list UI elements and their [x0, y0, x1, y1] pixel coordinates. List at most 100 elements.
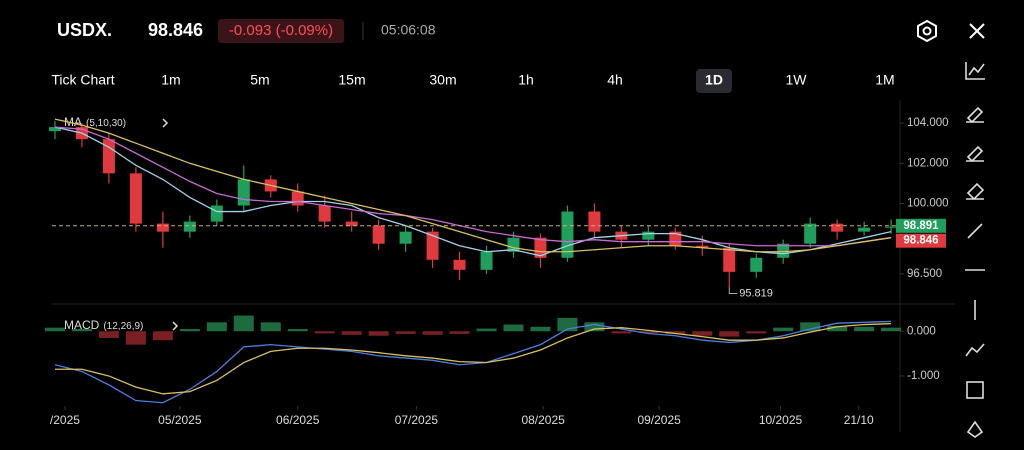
draw-tool[interactable] [966, 106, 984, 124]
close-button[interactable] [969, 23, 985, 39]
macd-bar [287, 329, 308, 332]
macd-bar [206, 322, 227, 332]
candle-body [183, 221, 196, 232]
candle-body [804, 223, 817, 244]
candle-body [831, 223, 844, 232]
timeframe-tab[interactable]: 15m [338, 72, 365, 88]
shape-tool[interactable] [966, 420, 984, 438]
chart-area: 104.000 102.000 100.000 96.500/2025 05/2025 0… [44, 100, 955, 432]
candle-body [237, 179, 250, 206]
macd-bar [71, 329, 92, 332]
macd-bar [773, 327, 794, 332]
settings-button[interactable] [917, 19, 937, 43]
candle-body [129, 173, 142, 224]
macd-bar [692, 331, 713, 336]
macd-bar [314, 331, 335, 334]
macd-bar [341, 331, 362, 335]
macd-bar [665, 331, 686, 334]
x-tick-label: 07/2025 [395, 413, 439, 427]
change: -0.093 (-0.09%) [229, 22, 333, 39]
candle-body [210, 205, 223, 222]
candle-body [291, 191, 304, 206]
pen-tool[interactable] [966, 145, 984, 163]
x-tick-label: 21/10 [844, 413, 874, 427]
macd-bar [179, 329, 200, 332]
indicator-expand[interactable] [162, 118, 169, 128]
candle-body [345, 221, 358, 226]
change-box [218, 19, 344, 43]
macd-bar [98, 331, 119, 338]
macd-bar [368, 331, 389, 336]
indicator-name: MACD [64, 318, 100, 332]
macd-bar [854, 326, 875, 332]
eraser-tool[interactable] [966, 182, 985, 201]
price-label-bg [896, 218, 946, 233]
y-tick-label: 96.500 [907, 268, 942, 280]
macd-bar [449, 331, 470, 334]
y-tick-label: 104.000 [907, 117, 949, 129]
indicator-expand[interactable] [172, 321, 179, 331]
x-tick-label: 06/2025 [276, 413, 320, 427]
macd-bar [611, 331, 632, 334]
macd-bar [125, 331, 146, 345]
candle-body [723, 247, 736, 272]
macd-bar [260, 322, 281, 332]
price: 98.846 [148, 20, 203, 40]
candle-body [750, 257, 763, 272]
candle-body [318, 205, 331, 222]
macd-bar [395, 331, 416, 334]
low-label: 95.819 [739, 287, 773, 299]
timeframe-tab[interactable]: 1h [518, 72, 534, 88]
candle-body [885, 226, 898, 228]
candle-body [372, 225, 385, 244]
timeframe-tab[interactable]: 4h [607, 72, 623, 88]
active-tab-bg [696, 69, 732, 93]
macd-bar [530, 326, 551, 332]
candle-body [777, 243, 790, 258]
timeframe-tabs: Tick Chart 1m 5m 15m 30m 1h 4h 1D 1W 1M [51, 69, 895, 93]
x-tick-label: 09/2025 [637, 413, 681, 427]
y-tick-label: 102.000 [907, 157, 949, 169]
timeframe-tab[interactable]: Tick Chart [51, 72, 114, 88]
macd-bar [152, 331, 173, 341]
timeframe-tab[interactable]: 5m [250, 72, 269, 88]
macd-bar [827, 325, 848, 332]
rect-tool[interactable] [966, 381, 984, 399]
macd-bar [881, 327, 902, 332]
candle-body [102, 139, 115, 174]
macd-bar [746, 331, 767, 334]
indicator-line [54, 118, 892, 253]
macd-bar [719, 331, 740, 337]
toolbar [965, 62, 985, 438]
price-label: 98.846 [903, 235, 938, 247]
y-tick-label: 0.000 [907, 325, 936, 337]
timeframe-tab[interactable]: 1W [786, 72, 808, 88]
indicator-params: (12,26,9) [103, 321, 143, 332]
indicator-params: (5,10,30) [86, 118, 126, 129]
candle-body [453, 259, 466, 270]
macd-bar [638, 331, 659, 334]
low-marker [728, 287, 738, 295]
indicator-line [54, 126, 892, 247]
timeframe-tab[interactable]: 1M [875, 72, 894, 88]
macd-bar [584, 322, 605, 332]
chart-tool[interactable] [965, 62, 985, 80]
path-tool[interactable] [965, 343, 985, 357]
macd-bar [476, 328, 497, 332]
price-label: 98.891 [903, 220, 939, 232]
line-tool[interactable] [967, 223, 983, 239]
x-tick-label: /2025 [50, 413, 80, 427]
timeframe-tab[interactable]: 1m [161, 72, 180, 88]
timeframe-tab[interactable]: 1D [705, 72, 723, 88]
macd-bar [422, 331, 443, 335]
price-label-bg [896, 233, 946, 248]
macd-bar [233, 315, 254, 332]
timeframe-tab[interactable]: 30m [429, 72, 456, 88]
chart-tool-line[interactable] [968, 63, 985, 76]
candle-body [642, 231, 655, 240]
x-tick-label: 08/2025 [521, 413, 565, 427]
y-tick-label: 100.000 [907, 198, 949, 210]
candle-body [156, 223, 169, 232]
